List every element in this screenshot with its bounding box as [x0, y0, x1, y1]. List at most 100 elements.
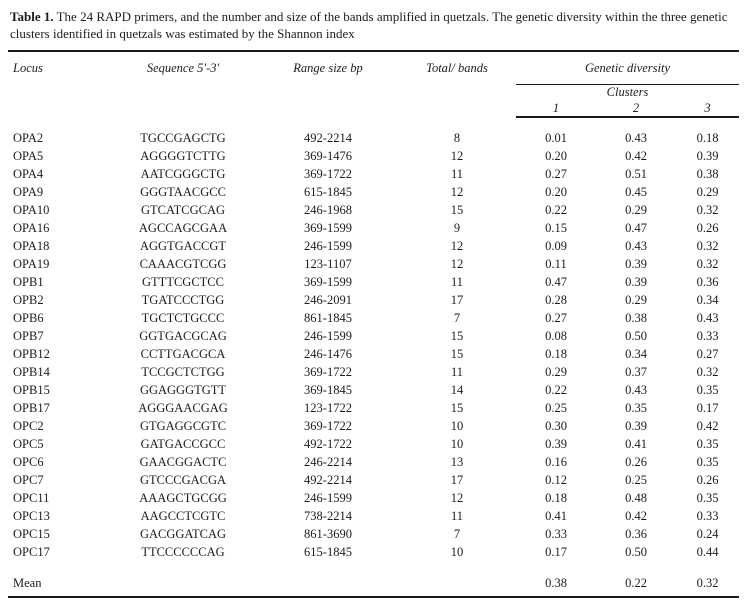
range-size-cell: 246-2214	[304, 455, 352, 469]
cluster1-diversity-cell: 0.25	[545, 401, 567, 415]
cluster1-diversity-cell: 0.16	[545, 455, 567, 469]
cluster2-diversity-cell: 0.41	[625, 437, 647, 451]
table-row: OPA18 AGGTGACCGT 246-1599 12 0.09 0.43 0.32	[8, 237, 739, 255]
cluster3-diversity-cell: 0.36	[696, 275, 719, 289]
total-bands-cell: 17	[450, 473, 464, 487]
range-size-cell: 615-1845	[304, 545, 352, 559]
cluster2-diversity-cell: 0.45	[625, 185, 647, 199]
locus-cell: OPB1	[13, 275, 44, 289]
sequence-cell: AGCCAGCGAA	[138, 221, 228, 235]
cluster2-diversity-cell: 0.47	[625, 221, 647, 235]
cluster2-diversity-cell: 0.39	[625, 275, 647, 289]
locus-cell: OPC2	[13, 419, 44, 433]
table-row: OPB2 TGATCCCTGG 246-2091 17 0.28 0.29 0.34	[8, 291, 739, 309]
cluster3-diversity-cell: 0.35	[696, 491, 719, 505]
header-row-cluster-numbers: 1 2 3	[8, 100, 740, 118]
cluster1-diversity-cell: 0.01	[545, 131, 567, 145]
sequence-cell: TGATCCCTGG	[141, 293, 225, 307]
sequence-cell: GGAGGGTGTT	[139, 383, 227, 397]
col-header-genetic-diversity: Genetic diversity	[516, 51, 740, 85]
total-bands-cell: 11	[450, 365, 464, 379]
cluster3-diversity-cell: 0.29	[696, 185, 719, 199]
range-size-cell: 246-1599	[304, 239, 352, 253]
sequence-cell: GGGTAACGCC	[140, 185, 226, 199]
total-bands-cell: 14	[450, 383, 464, 397]
range-size-cell: 369-1722	[304, 365, 352, 379]
cluster2-diversity-cell: 0.50	[625, 545, 647, 559]
locus-cell: OPA2	[13, 130, 44, 145]
locus-cell: OPB17	[13, 401, 50, 415]
cluster1-diversity-cell: 0.29	[545, 365, 567, 379]
sequence-cell: GATGACCGCC	[140, 437, 226, 451]
cluster3-diversity-cell: 0.26	[696, 221, 719, 235]
sequence-cell: AGGGAACGAG	[138, 401, 228, 415]
locus-cell: OPC7	[13, 473, 44, 487]
locus-cell: OPA19	[13, 257, 50, 271]
range-size-cell: 492-2214	[304, 130, 352, 145]
range-size-cell: 369-1722	[304, 419, 352, 433]
col-header-sequence: Sequence 5'-3'	[146, 60, 220, 75]
col-header-clusters: Clusters	[606, 85, 649, 99]
total-bands-cell: 12	[450, 185, 464, 199]
cluster1-diversity-cell: 0.12	[545, 473, 567, 487]
cluster1-diversity-cell: 0.28	[545, 293, 567, 307]
locus-cell: OPA9	[13, 185, 44, 199]
col-header-cluster-1: 1	[516, 100, 596, 118]
table-caption: Table 1. The 24 RAPD primers, and the nu…	[10, 8, 739, 42]
mean-cluster2-value: 0.22	[596, 561, 676, 598]
table-row: OPC13 AAGCCTCGTC 738-2214 11 0.41 0.42 0.33	[8, 507, 739, 525]
total-bands-cell: 10	[450, 419, 464, 433]
cluster3-diversity-cell: 0.38	[696, 167, 719, 181]
col-header-range-size: Range size bp	[293, 60, 363, 75]
table-row: OPB1 GTTTCGCTCC 369-1599 11 0.47 0.39 0.36	[8, 273, 739, 291]
cluster3-diversity-cell: 0.35	[696, 455, 719, 469]
cluster1-diversity-cell: 0.22	[545, 203, 567, 217]
table-row: OPC2 GTGAGGCGTC 369-1722 10 0.30 0.39 0.42	[8, 417, 739, 435]
sequence-cell: GTCATCGCAG	[140, 203, 226, 217]
total-bands-cell: 12	[450, 149, 464, 163]
total-bands-cell: 7	[453, 311, 461, 325]
cluster2-diversity-cell: 0.36	[625, 527, 647, 541]
sequence-cell: GAACGGACTC	[139, 455, 227, 469]
cluster3-diversity-cell: 0.32	[696, 239, 719, 253]
cluster2-diversity-cell: 0.48	[625, 491, 647, 505]
cluster3-diversity-cell: 0.18	[696, 131, 719, 145]
cluster1-diversity-cell: 0.11	[545, 257, 567, 271]
locus-cell: OPB12	[13, 347, 50, 361]
cluster1-diversity-cell: 0.27	[545, 311, 567, 325]
cluster3-diversity-cell: 0.32	[696, 203, 719, 217]
total-bands-cell: 13	[450, 455, 464, 469]
total-bands-cell: 15	[450, 203, 464, 217]
cluster2-diversity-cell: 0.37	[625, 365, 647, 379]
cluster1-diversity-cell: 0.20	[545, 185, 567, 199]
header-row-clusters: Clusters	[8, 85, 739, 101]
cluster1-diversity-cell: 0.41	[545, 509, 567, 523]
total-bands-cell: 10	[450, 545, 464, 559]
cluster3-diversity-cell: 0.17	[696, 401, 719, 415]
cluster3-diversity-cell: 0.35	[696, 437, 719, 451]
table-row: OPC11 AAAGCTGCGG 246-1599 12 0.18 0.48 0.35	[8, 489, 739, 507]
cluster2-diversity-cell: 0.39	[625, 419, 647, 433]
sequence-cell: TGCCGAGCTG	[140, 130, 226, 145]
range-size-cell: 369-1599	[304, 221, 352, 235]
cluster1-diversity-cell: 0.17	[545, 545, 567, 559]
locus-cell: OPA16	[13, 221, 50, 235]
sequence-cell: GTGAGGCGTC	[139, 419, 227, 433]
table-row: OPA19 CAAACGTCGG 123-1107 12 0.11 0.39 0.32	[8, 255, 739, 273]
table-body: OPA2 TGCCGAGCTG 492-2214 8 0.01 0.43 0.18 OPA5 A…	[8, 117, 739, 561]
cluster3-diversity-cell: 0.39	[696, 149, 719, 163]
locus-cell: OPB2	[13, 293, 44, 307]
cluster3-diversity-cell: 0.24	[696, 527, 719, 541]
table-row: OPA10 GTCATCGCAG 246-1968 15 0.22 0.29 0.32	[8, 201, 739, 219]
table-row: OPA16 AGCCAGCGAA 369-1599 9 0.15 0.47 0.26	[8, 219, 739, 237]
cluster2-diversity-cell: 0.43	[625, 131, 647, 145]
locus-cell: OPC13	[13, 509, 50, 523]
mean-label: Mean	[8, 561, 108, 598]
total-bands-cell: 10	[450, 437, 464, 451]
cluster3-diversity-cell: 0.35	[696, 383, 719, 397]
cluster1-diversity-cell: 0.18	[545, 347, 567, 361]
cluster2-diversity-cell: 0.50	[625, 329, 647, 343]
sequence-cell: AGGTGACCGT	[139, 239, 227, 253]
sequence-cell: AATCGGGCTG	[140, 167, 226, 181]
